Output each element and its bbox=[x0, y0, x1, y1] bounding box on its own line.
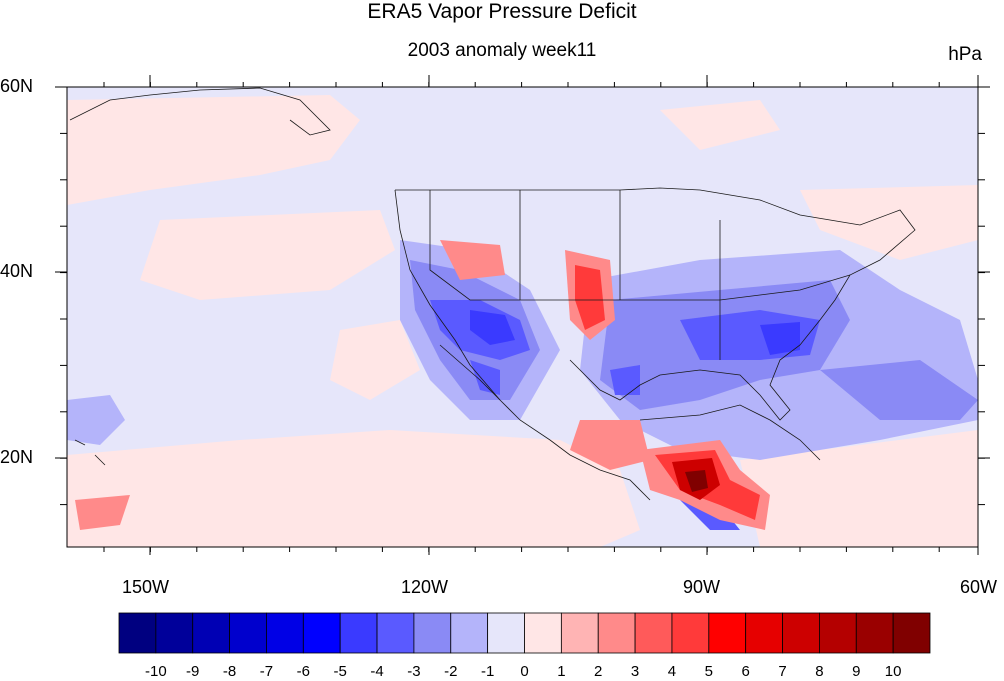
lat-label-40N: 40N bbox=[0, 261, 34, 281]
colorbar-label: 7 bbox=[778, 663, 786, 680]
colorbar-label: 6 bbox=[742, 663, 750, 680]
colorbar-label: -10 bbox=[145, 663, 167, 680]
lon-label-60W: 60W bbox=[960, 577, 998, 597]
colorbar-swatch bbox=[597, 612, 636, 654]
colorbar-swatch bbox=[229, 612, 267, 654]
colorbar-label: -2 bbox=[444, 663, 457, 680]
colorbar-label: 3 bbox=[631, 663, 639, 680]
colorbar-swatch bbox=[192, 612, 230, 654]
colorbar-label: -5 bbox=[334, 663, 347, 680]
colorbar-label: -4 bbox=[370, 663, 383, 680]
colorbar-swatch bbox=[413, 612, 452, 654]
colorbar-label: -3 bbox=[407, 663, 420, 680]
colorbar-swatch bbox=[855, 612, 894, 654]
colorbar-label: 9 bbox=[852, 663, 860, 680]
plot-frame bbox=[66, 86, 979, 548]
lat-label-20N: 20N bbox=[0, 447, 34, 467]
colorbar-label: 8 bbox=[815, 663, 823, 680]
colorbar-swatch bbox=[487, 612, 525, 654]
lat-label-60N: 60N bbox=[0, 76, 34, 96]
colorbar-swatch bbox=[892, 612, 931, 654]
colorbar-swatch bbox=[376, 612, 415, 654]
colorbar-label: 4 bbox=[668, 663, 676, 680]
units-label: hPa bbox=[948, 44, 982, 65]
colorbar-label: -8 bbox=[223, 663, 236, 680]
colorbar-label: 0 bbox=[520, 663, 528, 680]
colorbar-swatch bbox=[745, 612, 783, 654]
colorbar-label: -7 bbox=[260, 663, 273, 680]
colorbar-swatch bbox=[302, 612, 341, 654]
map-subtitle: 2003 anomaly week11 bbox=[407, 40, 597, 61]
map-title: ERA5 Vapor Pressure Deficit bbox=[367, 0, 637, 23]
colorbar-label: 2 bbox=[594, 663, 602, 680]
colorbar-swatch bbox=[524, 612, 562, 654]
colorbar-swatch bbox=[118, 612, 157, 654]
colorbar-label: 10 bbox=[885, 663, 902, 680]
coastline-lines bbox=[69, 87, 916, 501]
colorbar-swatch bbox=[782, 612, 820, 654]
colorbar-label: 5 bbox=[705, 663, 713, 680]
positive-anomaly-regions bbox=[67, 95, 978, 547]
colorbar-swatch bbox=[266, 612, 304, 654]
colorbar-swatch bbox=[560, 612, 599, 654]
colorbar-label: -1 bbox=[481, 663, 494, 680]
colorbar-label: 1 bbox=[557, 663, 565, 680]
lon-label-120W: 120W bbox=[401, 577, 449, 597]
negative-anomaly-core bbox=[470, 310, 800, 355]
colorbar-swatch bbox=[708, 612, 747, 654]
colorbar-swatch bbox=[671, 612, 710, 654]
colorbar-label: -6 bbox=[297, 663, 310, 680]
lon-label-150W: 150W bbox=[122, 577, 170, 597]
colorbar-swatch bbox=[634, 612, 673, 654]
colorbar-swatch bbox=[155, 612, 194, 654]
colorbar-label: -9 bbox=[186, 663, 199, 680]
lon-label-90W: 90W bbox=[683, 577, 721, 597]
colorbar-swatch bbox=[339, 612, 378, 654]
colorbar-swatch bbox=[450, 612, 489, 654]
positive-anomaly-extreme bbox=[685, 470, 708, 492]
colorbar-swatch bbox=[819, 612, 857, 654]
